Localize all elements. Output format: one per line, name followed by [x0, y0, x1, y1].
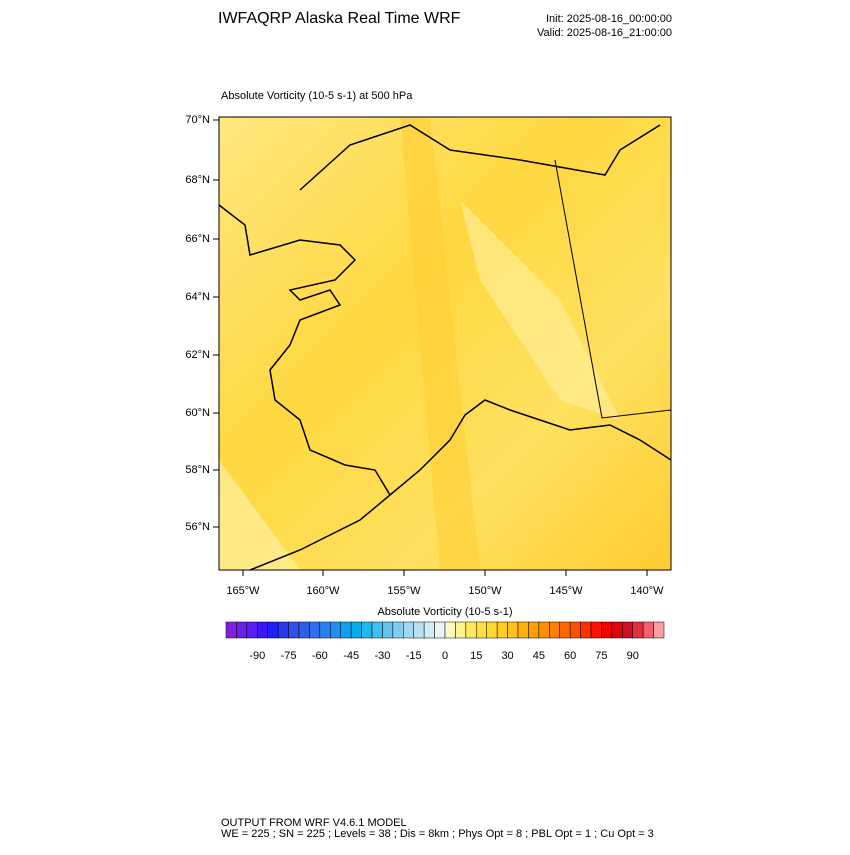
lat-label: 64°N	[185, 291, 210, 303]
colorbar-tick-label: -15	[406, 650, 422, 662]
colorbar-box	[413, 621, 425, 639]
init: Init: 2025-08-16_00:00:00	[546, 13, 672, 25]
colorbar-tick-label: 30	[501, 650, 513, 662]
border	[554, 159, 672, 419]
colorbar-box	[653, 621, 665, 639]
colorbar-box	[277, 621, 289, 639]
colorbar-tick-label: 0	[442, 650, 448, 662]
lat-label: 58°N	[185, 464, 210, 476]
colorbar-box	[257, 621, 268, 639]
colorbar-tick-label: -30	[374, 650, 390, 662]
colorbar-box	[569, 621, 581, 639]
title: IWFAQRP Alaska Real Time WRF	[218, 10, 461, 27]
colorbar-box	[549, 621, 560, 639]
colorbar-label: Absolute Vorticity (10-5 s-1)	[377, 606, 512, 618]
colorbar-box	[455, 621, 467, 639]
subtitle: Absolute Vorticity (10-5 s-1) at 500 hPa	[221, 90, 413, 102]
colorbar-box	[642, 621, 654, 639]
lat-label: 70°N	[185, 114, 210, 126]
colorbar-tick-label: 15	[470, 650, 482, 662]
colorbar-box	[486, 621, 498, 639]
band	[460, 200, 620, 420]
colorbar-box	[298, 621, 310, 639]
colorbar-tick-label: -45	[343, 650, 359, 662]
colorbar-box	[225, 621, 237, 639]
footer-line: OUTPUT FROM WRF V4.6.1 MODEL	[221, 817, 407, 829]
lon-label: 140°W	[630, 585, 664, 597]
colorbar-box	[319, 621, 331, 639]
lon-label: 155°W	[387, 585, 421, 597]
colorbar-box	[392, 621, 404, 639]
colorbar-box	[601, 621, 613, 639]
band	[219, 460, 300, 570]
colorbar-box	[423, 621, 435, 639]
colorbar-box	[403, 621, 414, 639]
footer-line: WE = 225 ; SN = 225 ; Levels = 38 ; Dis …	[221, 828, 654, 840]
colorbar-box	[330, 621, 341, 639]
colorbar-tick-label: 60	[564, 650, 576, 662]
colorbar-tick-label: 45	[533, 650, 545, 662]
colorbar-box	[559, 621, 571, 639]
colorbar-box	[340, 621, 352, 639]
colorbar-box	[611, 621, 623, 639]
lat-label: 68°N	[185, 174, 210, 186]
colorbar-box	[288, 621, 300, 639]
colorbar-box	[444, 621, 456, 639]
colorbar-box	[590, 621, 602, 639]
colorbar-tick-label: -75	[281, 650, 297, 662]
colorbar-box	[246, 621, 258, 639]
colorbar-box	[538, 621, 550, 639]
colorbar-tick-label: 90	[627, 650, 639, 662]
colorbar-tick-label: -90	[249, 650, 265, 662]
valid: Valid: 2025-08-16_21:00:00	[537, 27, 672, 39]
lon-label: 165°W	[226, 585, 260, 597]
colorbar-box	[371, 621, 383, 639]
coastline	[389, 399, 672, 496]
colorbar-box	[309, 621, 321, 639]
colorbar-box	[382, 621, 394, 639]
colorbar-box	[507, 621, 519, 639]
map	[218, 116, 672, 571]
colorbar-box	[580, 621, 592, 639]
colorbar-box	[517, 621, 529, 639]
colorbar-box	[528, 621, 540, 639]
colorbar-tick-label: 75	[595, 650, 607, 662]
colorbar: -90 -75 -60 -45 -30 -15 0 15 30 45 60 75 90	[225, 621, 665, 662]
colorbar-box	[622, 621, 633, 639]
colorbar-box	[476, 621, 487, 639]
lat-label: 62°N	[185, 349, 210, 361]
colorbar-box	[632, 621, 644, 639]
coastline	[299, 124, 661, 191]
lat-label: 56°N	[185, 521, 210, 533]
coastline	[218, 204, 391, 571]
lon-label: 150°W	[468, 585, 502, 597]
colorbar-box	[361, 621, 373, 639]
colorbar-box	[267, 621, 279, 639]
lat-label: 60°N	[185, 407, 210, 419]
colorbar-box	[236, 621, 248, 639]
lat-label: 66°N	[185, 233, 210, 245]
lon-labels: 165°W 160°W 155°W 150°W 145°W 140°W	[226, 570, 664, 597]
colorbar-box	[465, 621, 477, 639]
colorbar-tick-label: -60	[312, 650, 328, 662]
map-frame	[218, 116, 672, 571]
lon-label: 145°W	[549, 585, 583, 597]
colorbar-box	[496, 621, 508, 639]
band	[400, 117, 480, 570]
colorbar-box	[434, 621, 446, 639]
colorbar-box	[350, 621, 362, 639]
lat-labels: 70°N 68°N 66°N 64°N 62°N 60°N 58°N 56°N	[185, 114, 219, 533]
lon-label: 160°W	[306, 585, 340, 597]
